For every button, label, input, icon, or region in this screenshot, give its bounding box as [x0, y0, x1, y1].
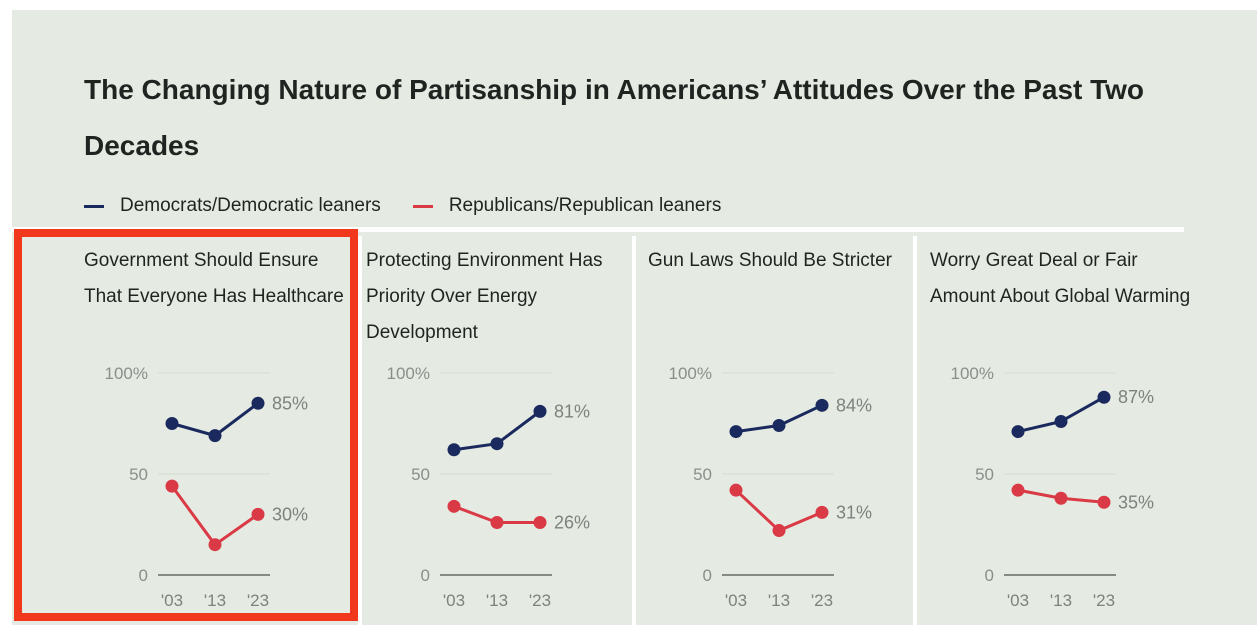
x-tick-label-2-0: '03 [725, 591, 747, 610]
end-value-label-dem-2: 84% [836, 395, 872, 415]
data-point-dem-2-2 [815, 398, 829, 412]
end-value-label-rep-2: 31% [836, 502, 872, 522]
panel-title-healthcare: Government Should Ensure That Everyone H… [84, 250, 344, 307]
x-tick-label-0-1: '13 [204, 591, 226, 610]
y-tick-label-3-0: 100% [951, 364, 994, 383]
data-point-rep-3-2 [1097, 495, 1111, 509]
y-tick-label-2-0: 100% [669, 364, 712, 383]
panel-divider-1 [358, 236, 362, 625]
legend: Democrats/Democratic leaners Republicans… [84, 194, 753, 218]
panel-title-gun-laws: Gun Laws Should Be Stricter [648, 250, 892, 271]
x-tick-label-1-2: '23 [529, 591, 551, 610]
data-point-dem-0-1 [208, 429, 222, 443]
data-point-rep-1-2 [533, 515, 547, 529]
data-point-rep-3-0 [1011, 483, 1025, 497]
data-point-rep-0-1 [208, 538, 222, 552]
data-point-dem-3-1 [1054, 414, 1068, 428]
x-tick-label-2-2: '23 [811, 591, 833, 610]
y-tick-label-1-2: 0 [421, 566, 430, 585]
legend-swatch-democrats [84, 204, 104, 208]
end-value-label-rep-1: 26% [554, 512, 590, 532]
legend-swatch-republicans [412, 204, 433, 208]
data-point-rep-1-0 [447, 499, 461, 513]
data-point-rep-2-1 [772, 524, 786, 538]
y-tick-label-0-0: 100% [105, 364, 148, 383]
y-tick-label-2-2: 0 [703, 566, 712, 585]
x-tick-label-3-0: '03 [1007, 591, 1029, 610]
data-point-dem-0-2 [251, 396, 265, 410]
end-value-label-dem-0: 85% [272, 393, 308, 413]
x-tick-label-1-1: '13 [486, 591, 508, 610]
x-tick-label-2-1: '13 [768, 591, 790, 610]
data-point-rep-2-2 [815, 505, 829, 519]
y-tick-label-2-1: 50 [693, 465, 712, 484]
panel-title-environment: Protecting Environment Has Priority Over… [366, 250, 603, 343]
panel-title-global-warming: Worry Great Deal or Fair Amount About Gl… [930, 250, 1191, 307]
legend-item-democrats: Democrats/Democratic leaners [84, 195, 381, 217]
data-point-dem-1-0 [447, 443, 461, 457]
y-tick-label-0-1: 50 [129, 465, 148, 484]
x-tick-label-0-0: '03 [161, 591, 183, 610]
legend-label-democrats: Democrats/Democratic leaners [120, 195, 381, 216]
data-point-rep-1-1 [490, 515, 504, 529]
chart-title: The Changing Nature of Partisanship in A… [84, 74, 1145, 161]
x-tick-label-3-2: '23 [1093, 591, 1115, 610]
x-tick-label-1-0: '03 [443, 591, 465, 610]
end-value-label-dem-3: 87% [1118, 387, 1154, 407]
data-point-dem-2-1 [772, 419, 786, 433]
legend-rule [12, 227, 1184, 232]
y-tick-label-3-2: 0 [985, 566, 994, 585]
end-value-label-rep-0: 30% [272, 504, 308, 524]
data-point-dem-0-0 [165, 417, 179, 430]
x-tick-label-0-2: '23 [247, 591, 269, 610]
data-point-rep-2-0 [729, 483, 743, 497]
end-value-label-rep-3: 35% [1118, 492, 1154, 512]
y-tick-label-1-1: 50 [411, 465, 430, 484]
data-point-rep-3-1 [1054, 491, 1068, 505]
legend-item-republicans: Republicans/Republican leaners [412, 195, 722, 217]
panel-divider-3 [913, 236, 917, 625]
data-point-dem-1-2 [533, 404, 547, 418]
legend-label-republicans: Republicans/Republican leaners [448, 195, 722, 216]
data-point-rep-0-0 [165, 479, 179, 493]
end-value-label-dem-1: 81% [554, 401, 590, 421]
panel-divider-2 [632, 236, 636, 625]
y-tick-label-3-1: 50 [975, 465, 994, 484]
data-point-rep-0-2 [251, 507, 265, 521]
data-point-dem-3-2 [1097, 390, 1111, 404]
data-point-dem-2-0 [729, 425, 743, 439]
highlight-box [14, 229, 358, 621]
data-point-dem-1-1 [490, 437, 504, 451]
x-tick-label-3-1: '13 [1050, 591, 1072, 610]
y-tick-label-1-0: 100% [387, 364, 430, 383]
data-point-dem-3-0 [1011, 425, 1025, 439]
y-tick-label-0-2: 0 [139, 566, 148, 585]
